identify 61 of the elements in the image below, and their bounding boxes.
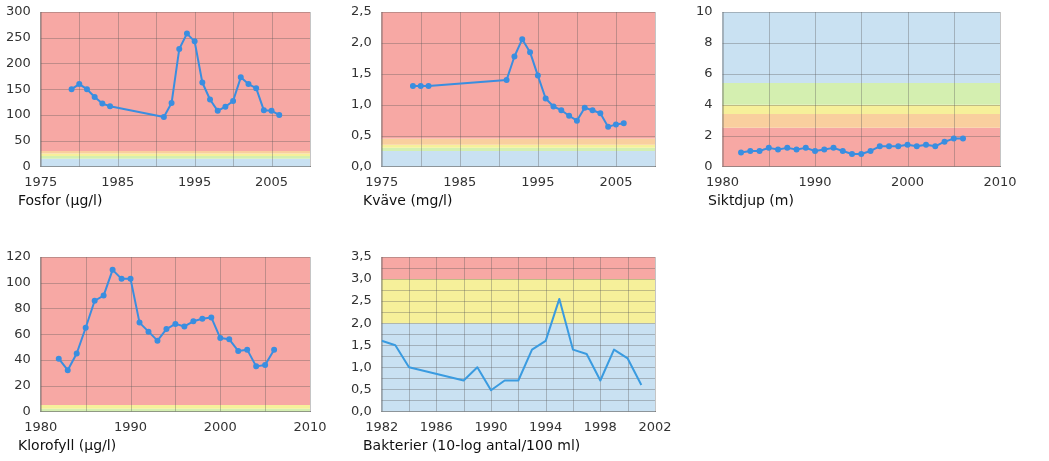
x-tick-label: 1990 <box>474 418 508 434</box>
y-tick-label: 1,0 <box>350 96 372 112</box>
y-tick-label: 10 <box>696 3 713 19</box>
y-tick-label: 2 <box>704 126 713 142</box>
y-tick-label: 6 <box>704 65 713 81</box>
x-tick-label: 1986 <box>419 418 453 434</box>
y-tick-label: 2,0 <box>350 34 372 50</box>
y-tick-label: 20 <box>14 377 31 393</box>
y-tick-label: 1,0 <box>350 358 372 374</box>
y-tick-label: 0,0 <box>350 402 372 418</box>
y-tick-label: 2,5 <box>350 3 372 19</box>
x-tick-label: 1985 <box>443 173 477 189</box>
text: Klorofyll (µg/l) <box>18 437 117 453</box>
y-tick-label: 0,5 <box>350 126 372 142</box>
y-tick-label: 80 <box>14 299 31 315</box>
y-tick-label: 4 <box>704 96 713 112</box>
x-tick-label: 1998 <box>583 418 617 434</box>
x-tick-label: 1990 <box>114 418 148 434</box>
x-tick-label: 2010 <box>983 173 1017 189</box>
y-tick-label: 0 <box>22 157 31 173</box>
y-tick-label: 200 <box>5 54 31 70</box>
y-tick-label: 3,5 <box>350 248 372 264</box>
y-tick-label: 0,5 <box>350 380 372 396</box>
x-tick-label: 1982 <box>365 418 399 434</box>
y-tick-label: 8 <box>704 34 713 50</box>
text: Fosfor (µg/l) <box>18 192 103 208</box>
y-tick-label: 1,5 <box>350 336 372 352</box>
y-tick-label: 100 <box>5 274 31 290</box>
y-tick-label: 2,0 <box>350 314 372 330</box>
y-tick-label: 120 <box>5 248 31 264</box>
text: Bakterier (10-log antal/100 ml) <box>363 437 581 453</box>
y-tick-label: 50 <box>14 132 31 148</box>
y-tick-label: 1,5 <box>350 65 372 81</box>
y-tick-label: 300 <box>5 3 31 19</box>
x-tick-label: 1975 <box>24 173 58 189</box>
x-tick-label: 2000 <box>203 418 237 434</box>
y-tick-label: 150 <box>5 80 31 96</box>
x-tick-label: 2000 <box>890 173 925 189</box>
y-tick-label: 250 <box>5 29 31 45</box>
y-tick-label: 2,5 <box>350 292 372 308</box>
x-tick-label: 1985 <box>101 173 135 189</box>
text: Kväve (mg/l) <box>363 192 453 208</box>
y-tick-label: 0 <box>22 402 31 418</box>
x-tick-label: 1975 <box>365 173 399 189</box>
text: Siktdjup (m) <box>708 192 794 208</box>
x-tick-label: 1990 <box>798 173 832 189</box>
x-tick-label: 1995 <box>521 173 555 189</box>
y-tick-label: 3,0 <box>350 270 372 286</box>
x-tick-label: 1980 <box>706 173 740 189</box>
x-tick-label: 1995 <box>178 173 212 189</box>
y-tick-label: 40 <box>14 351 31 367</box>
y-tick-label: 100 <box>5 106 31 122</box>
y-tick-label: 0 <box>704 157 713 173</box>
x-tick-label: 1980 <box>24 418 58 434</box>
x-tick-label: 2005 <box>599 173 633 189</box>
x-tick-label: 2010 <box>293 418 327 434</box>
x-tick-label: 2002 <box>638 418 672 434</box>
x-tick-label: 2005 <box>255 173 289 189</box>
y-tick-label: 0,0 <box>350 157 372 173</box>
y-tick-label: 60 <box>14 325 31 341</box>
x-tick-label: 1994 <box>529 418 563 434</box>
